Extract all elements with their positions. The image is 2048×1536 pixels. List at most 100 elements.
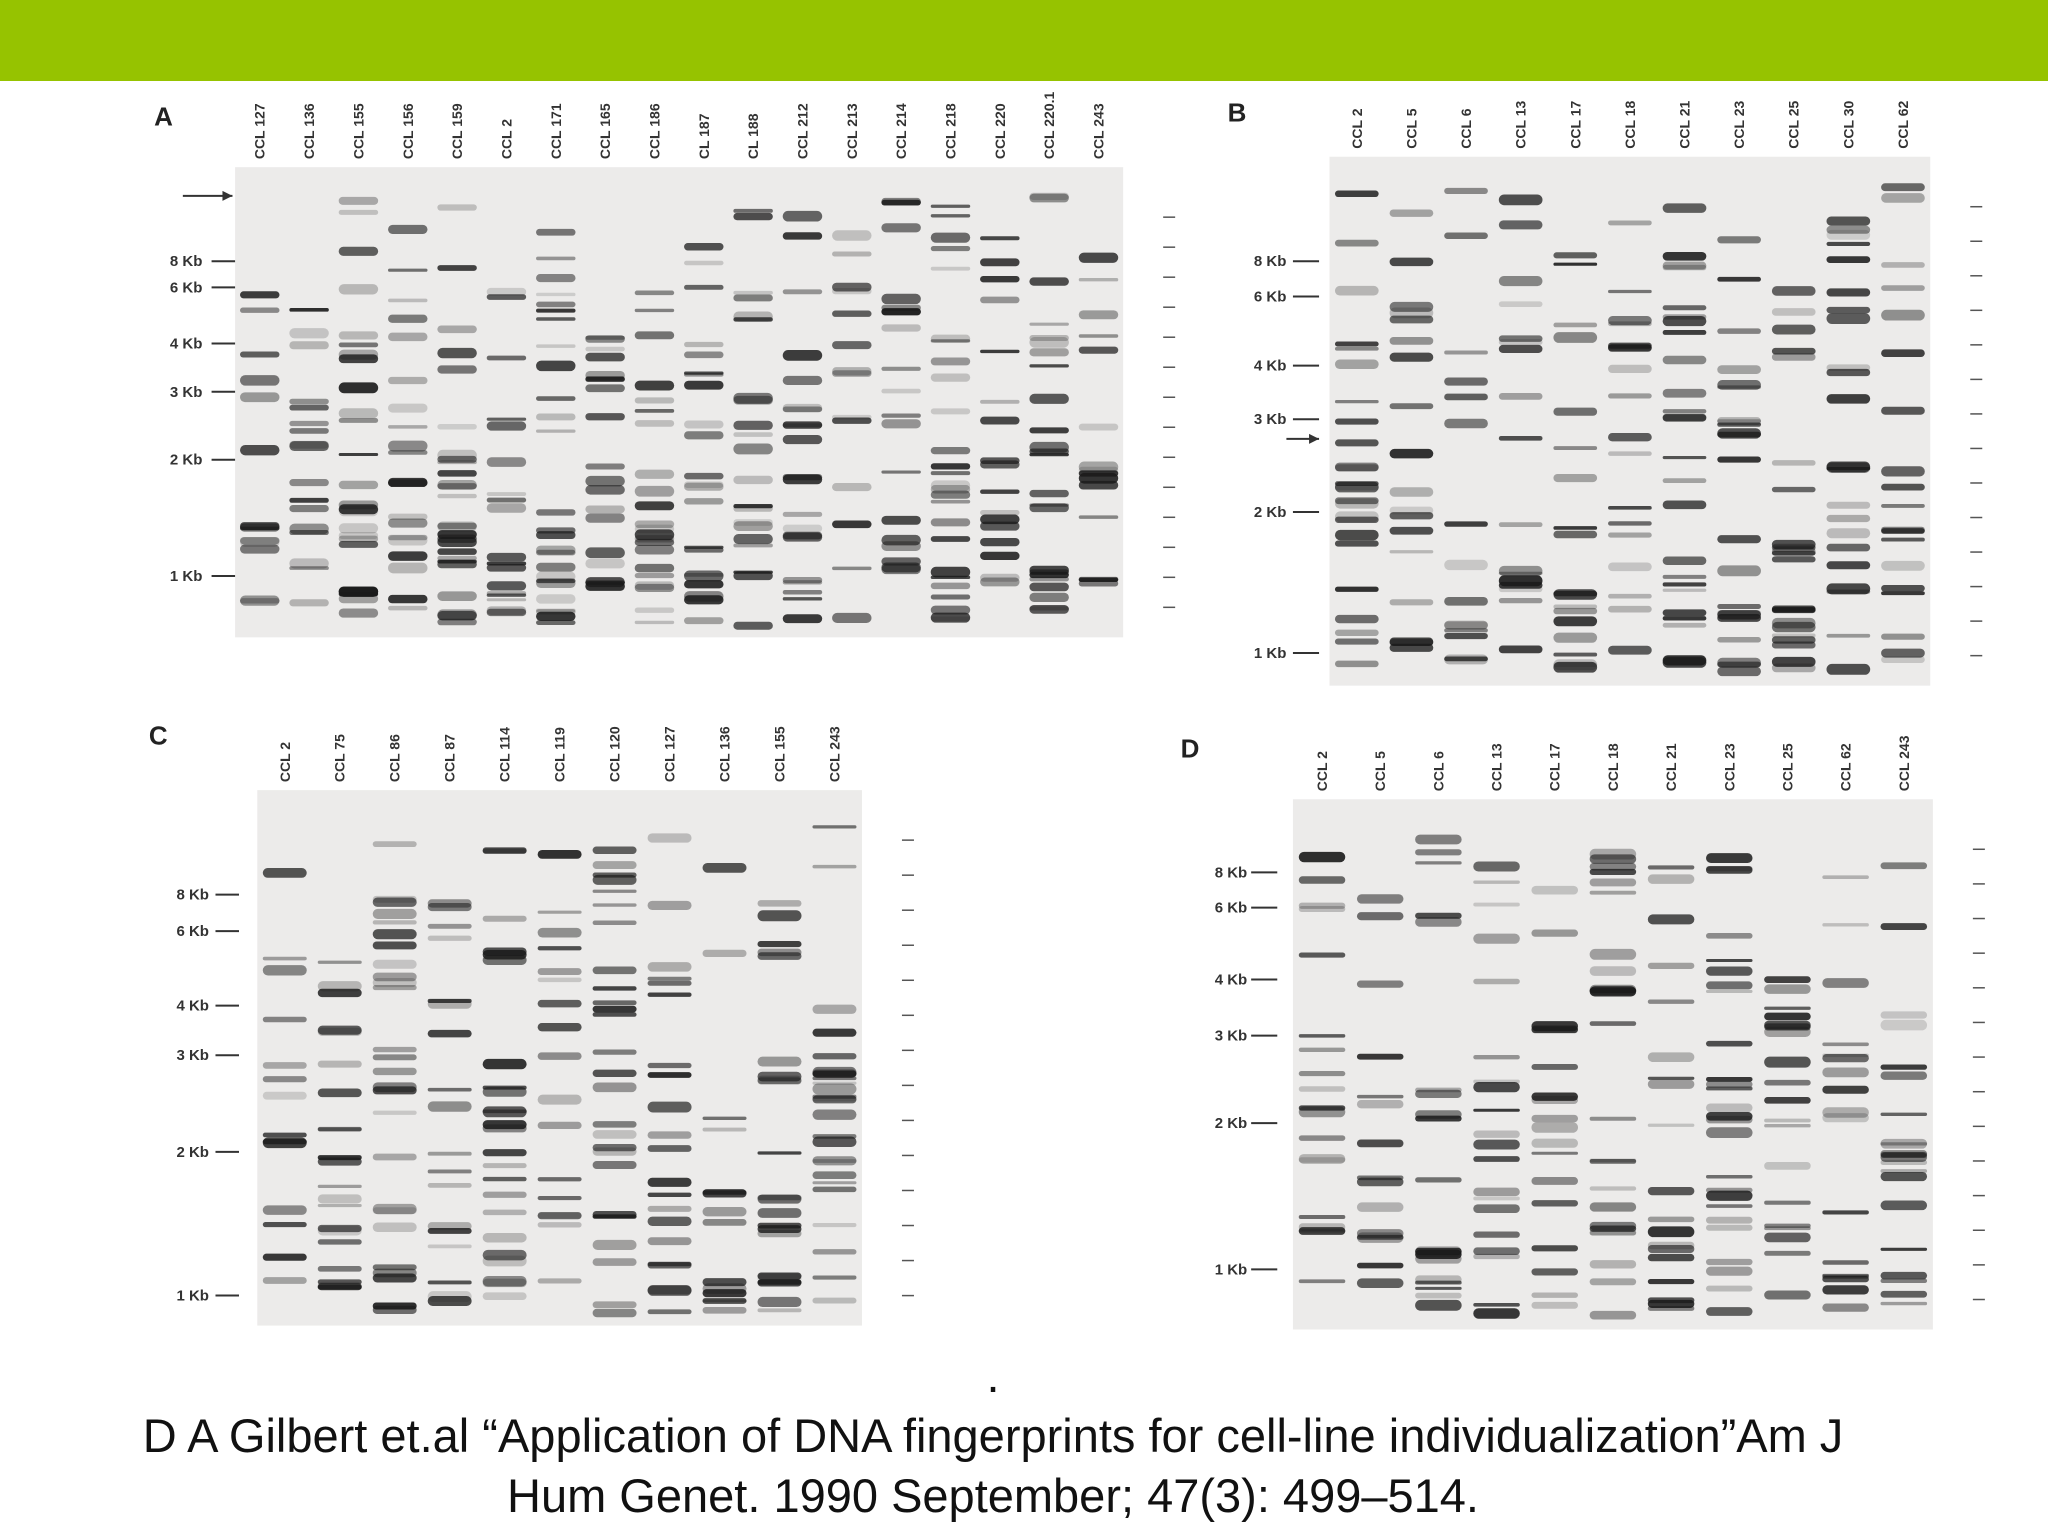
size-marker: 1 Kb (170, 568, 203, 585)
size-marker: 1 Kb (1215, 1261, 1248, 1278)
gel-band (1608, 321, 1652, 327)
gel-band (1334, 462, 1379, 472)
gel-band (812, 1028, 857, 1037)
gel-band (388, 534, 428, 541)
gel-band (317, 1127, 362, 1132)
gel-band (289, 398, 329, 405)
lane-label: CCL 155 (350, 103, 366, 159)
gel-band (372, 1203, 417, 1215)
gel-band (262, 1016, 307, 1023)
gel-band (1553, 661, 1598, 673)
gel-band (592, 966, 637, 975)
gel-band (372, 920, 417, 925)
lane-label: CCL 23 (1721, 743, 1737, 791)
gel-band (585, 513, 625, 523)
caption-line: D A Gilbert et.al “Application of DNA fi… (143, 1409, 1844, 1462)
gel-band (733, 519, 773, 526)
gel-band (388, 403, 428, 413)
gel-band (1589, 862, 1637, 871)
gel-band (812, 1181, 857, 1185)
gel-band (1822, 1054, 1869, 1063)
gel-band (1553, 616, 1598, 627)
gel-band (482, 915, 527, 922)
gel-band (1771, 460, 1816, 466)
gel-band (1662, 588, 1707, 592)
gel-band (1647, 1297, 1695, 1304)
gel-band (930, 612, 971, 623)
gel-band (757, 1272, 802, 1280)
gel-band (486, 598, 527, 602)
gel-band (372, 972, 417, 982)
gel-band (338, 417, 379, 423)
gel-band (1764, 1012, 1811, 1021)
gel-band (338, 523, 379, 534)
gel-band (1078, 461, 1119, 473)
gel-band (427, 902, 472, 912)
lane-label: CCL 17 (1547, 743, 1563, 791)
gel-band (372, 895, 417, 903)
gel-band (1444, 559, 1488, 571)
gel-band (930, 518, 971, 527)
gel-band (1415, 1110, 1462, 1119)
gel-band (1705, 1040, 1753, 1047)
gel-band (1531, 1025, 1579, 1033)
gel-band (1444, 656, 1488, 662)
gel-band (634, 607, 675, 613)
gel-band (1826, 663, 1871, 675)
gel-band (647, 1205, 692, 1212)
gel-band (592, 1130, 637, 1139)
gel-band (1029, 364, 1069, 368)
gel-band (486, 457, 527, 467)
gel-band (482, 1191, 527, 1198)
gel-band (832, 310, 872, 317)
lane-label: CCL 243 (1090, 103, 1106, 159)
gel-band (1415, 1280, 1462, 1285)
gel-band (930, 334, 971, 343)
gel-band (832, 370, 872, 377)
gel-band (1647, 1052, 1695, 1062)
gel-band (427, 1029, 472, 1038)
gel-band (1881, 537, 1925, 542)
gel-band (536, 429, 576, 433)
gel-band (684, 371, 724, 375)
gel-band (812, 1136, 857, 1148)
size-marker: 4 Kb (176, 998, 209, 1015)
gel-band (733, 317, 773, 322)
gel-band (1444, 393, 1488, 401)
gel-band (437, 618, 477, 626)
gel-band (702, 1127, 747, 1132)
gel-band (372, 1054, 417, 1061)
gel-band (1771, 353, 1816, 361)
gel-band (1029, 335, 1069, 342)
gel-band (1473, 1054, 1520, 1060)
header-bar (0, 0, 2048, 81)
gel-band (1880, 1011, 1928, 1019)
gel-band (1881, 193, 1925, 203)
gel-band (388, 376, 428, 385)
gel-band (1705, 1204, 1753, 1208)
gel-band (1473, 1156, 1520, 1162)
gel-band (592, 1147, 637, 1156)
gel-band (1589, 868, 1637, 875)
caption-line: Hum Genet. 1990 September; 47(3): 499–51… (507, 1469, 1479, 1522)
gel-band (1880, 1301, 1928, 1306)
gel-band (262, 1137, 307, 1149)
gel-band (1822, 1042, 1869, 1047)
gel-band (1764, 1096, 1811, 1104)
gel-band (388, 518, 428, 528)
gel-band (1662, 574, 1707, 579)
gel-band (1444, 621, 1488, 629)
gel-band (757, 941, 802, 948)
gel-band (1334, 190, 1379, 198)
gel-band (585, 384, 625, 393)
gel-band (1029, 565, 1069, 575)
gel-band (240, 444, 280, 456)
gel-band (832, 566, 872, 571)
gel-band (647, 1062, 692, 1069)
gel-band (1356, 1175, 1404, 1181)
gel-band (262, 1277, 307, 1284)
gel-band (427, 923, 472, 929)
lane-label: CCL 186 (646, 103, 662, 159)
gel-band (980, 489, 1020, 494)
gel-band (372, 1153, 417, 1161)
